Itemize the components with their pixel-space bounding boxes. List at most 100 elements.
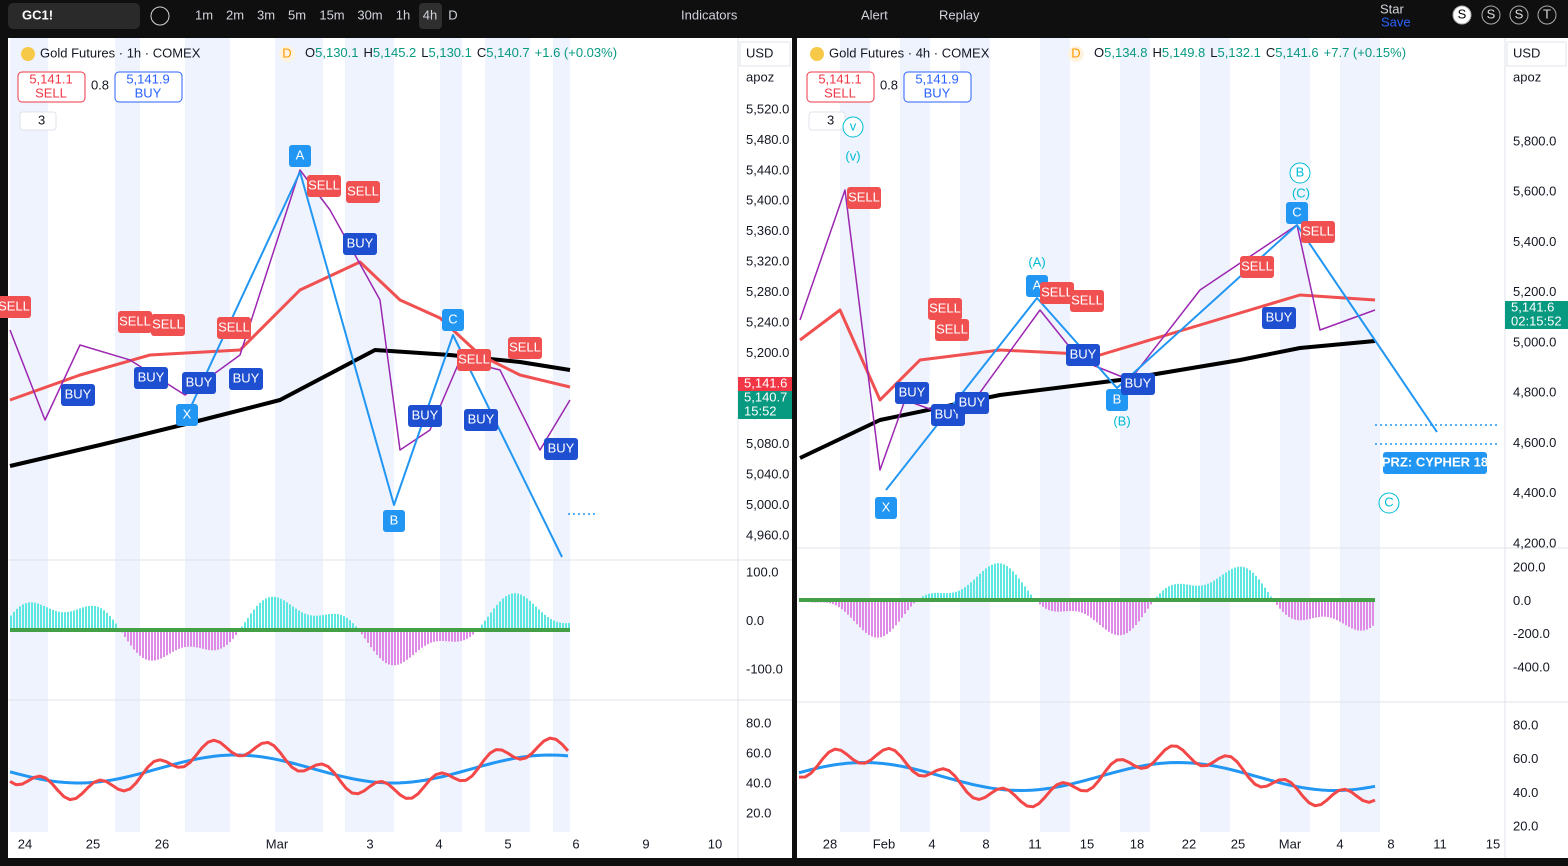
indicators[interactable]: Indicators [681,7,738,22]
chart-label: (v) [845,148,860,163]
interval[interactable]: 1h [396,7,410,22]
osc-bar [310,615,312,630]
replay[interactable]: Replay [939,7,980,22]
axis-label: 80.0 [746,715,771,730]
osc-bar [1240,567,1242,600]
chart-label: X [882,499,891,514]
osc-bar [151,630,153,661]
interval[interactable]: 2m [226,7,244,22]
currency[interactable]: USD [746,45,773,60]
osc-bar [214,630,216,650]
osc-bar [343,616,345,630]
axis-label: 4,800.0 [1513,385,1556,400]
osc-bar [253,610,255,630]
scale-name[interactable]: apoz [746,69,774,84]
osc-bar [1255,576,1257,600]
interval[interactable]: 15m [319,7,344,22]
date-label: 6 [572,836,579,851]
osc-bar [1243,567,1245,600]
chart-label: C [1384,494,1393,509]
pane-title: Gold Futures · 1h · COMEX [40,45,201,60]
interval[interactable]: 1m [195,7,213,22]
save[interactable]: Save [1381,14,1411,29]
osc-bar [1015,575,1017,600]
osc-bar [337,614,339,630]
osc-bar [289,604,291,630]
axis-label: 5,400.0 [746,193,789,208]
osc-bar [187,630,189,647]
osc-bar [340,615,342,630]
chart-label: SELL [1302,223,1334,238]
osc-bar [1228,570,1230,600]
osc-bar [1219,577,1221,600]
osc-bar [1291,600,1293,619]
osc-bar [1012,571,1014,600]
osc-bar [97,607,99,630]
pane-title: Gold Futures · 4h · COMEX [829,45,990,60]
alert[interactable]: Alert [861,7,888,22]
axis-label: 40.0 [746,775,771,790]
axis-label: 5,200.0 [746,345,789,360]
osc-bar [523,596,525,630]
interval[interactable]: 30m [357,7,382,22]
osc-bar [178,630,180,649]
osc-bar [208,630,210,650]
osc-bar [1339,600,1341,622]
currency[interactable]: USD [1513,45,1540,60]
chart-label: BUY [186,374,213,389]
chart-label: B [390,512,399,527]
osc-bar [1132,600,1134,628]
spread: 0.8 [91,77,109,92]
date-label: 24 [18,836,32,851]
date-label: 22 [1182,836,1196,851]
osc-bar [418,630,420,650]
osc-bar [853,600,855,621]
osc-bar [541,612,543,630]
date-label: Feb [873,836,895,851]
osc-bar [1366,600,1368,630]
chart-label: BUY [959,394,986,409]
axis-label: 5,280.0 [746,284,789,299]
osc-bar [154,630,156,660]
osc-bar [91,606,93,630]
osc-bar [25,603,27,630]
osc-bar [106,613,108,630]
axis-label: 5,040.0 [746,467,789,482]
osc-bar [1303,600,1305,620]
osc-bar [1207,584,1209,600]
interval[interactable]: D [448,7,457,22]
osc-bar [508,594,510,630]
date-label: 11 [1028,836,1042,851]
osc-bar [370,630,372,647]
osc-bar [1114,600,1116,635]
interval[interactable]: 4h [423,7,437,22]
osc-bar [1024,586,1026,600]
interval[interactable]: 5m [288,7,306,22]
date-label: 11 [1433,836,1447,851]
osc-bar [394,630,396,665]
osc-bar [1126,600,1128,633]
scale-name[interactable]: apoz [1513,69,1541,84]
osc-bar [1189,585,1191,600]
osc-bar [1330,600,1332,618]
osc-bar [265,598,267,630]
axis-label: 5,400.0 [1513,234,1556,249]
axis-label: 4,400.0 [1513,485,1556,500]
axis-label: -100.0 [746,661,783,676]
osc-bar [1348,600,1350,627]
osc-bar [148,630,150,660]
ohlc-key: L [421,45,428,60]
osc-bar [1135,600,1137,625]
osc-bar [421,630,423,648]
osc-bar [502,598,504,630]
axis-label: 5,240.0 [746,314,789,329]
buy-label: BUY [924,85,951,100]
osc-bar [202,630,204,649]
chart-label: SELL [308,177,340,192]
symbol[interactable]: GC1! [22,7,53,22]
interval[interactable]: 3m [257,7,275,22]
osc-bar [388,630,390,664]
chart-label: SELL [1041,284,1073,299]
